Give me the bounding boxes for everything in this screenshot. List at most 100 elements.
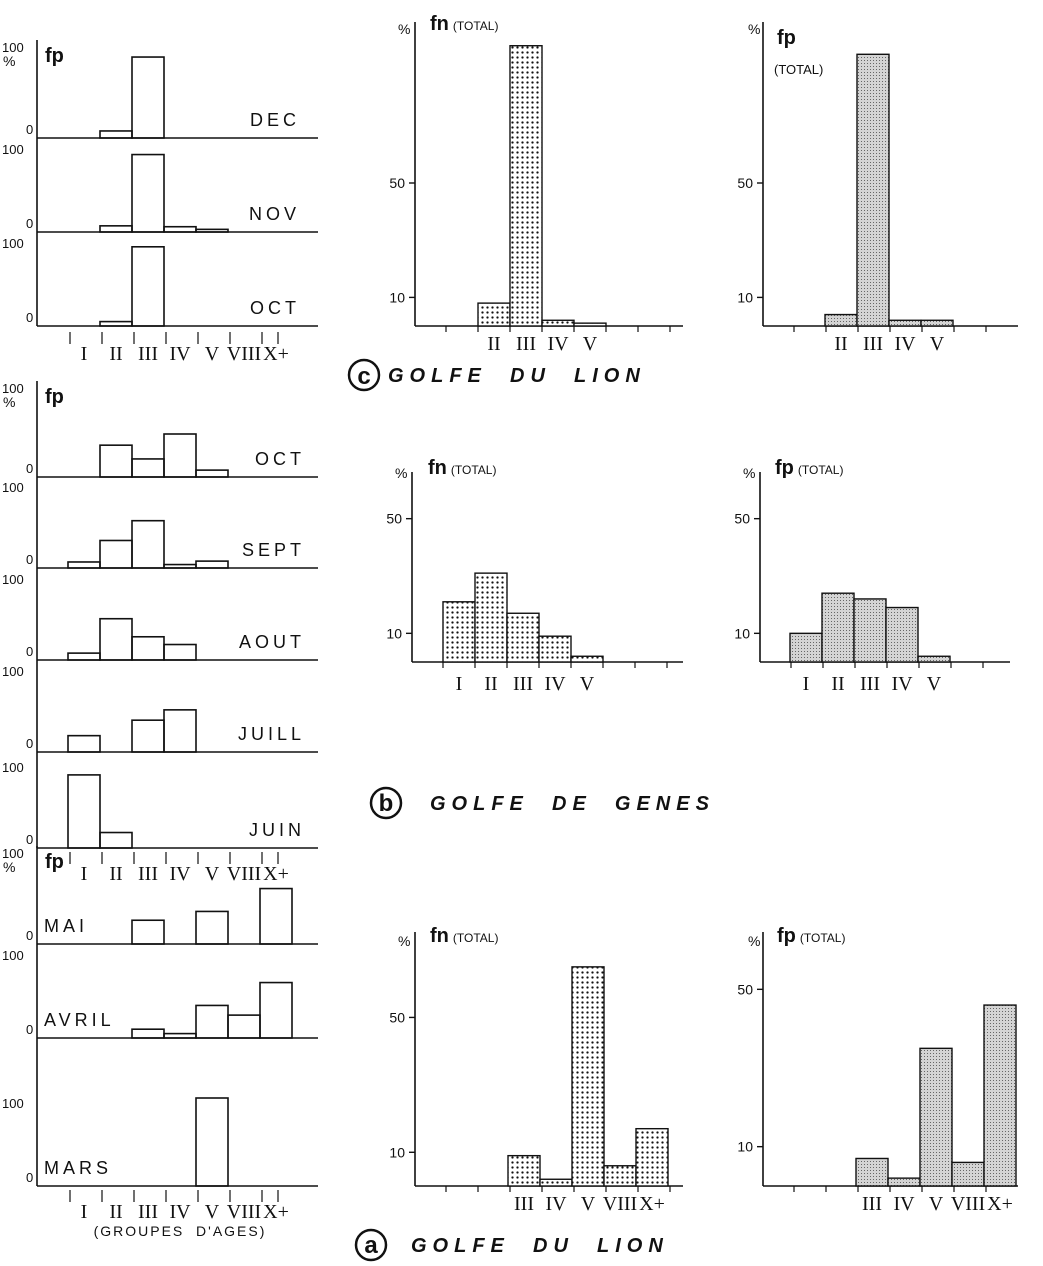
ytick-label-0: 0: [26, 461, 33, 476]
group-letter-circle-b: [369, 786, 403, 820]
x-tick-label-III: III: [138, 1201, 158, 1223]
y-unit-label: %: [748, 933, 760, 949]
x-tick-label-X+: X+: [263, 863, 289, 885]
bar-oct-II: [99, 320, 133, 327]
bar-sept-IV: [163, 563, 197, 569]
bar-sept-I: [67, 561, 101, 569]
x-tick-label-II: II: [831, 673, 844, 695]
bar-III: [509, 45, 543, 327]
month-panel-nov: 0 100 NOV: [2, 142, 318, 233]
month-panel-dec: 0 DEC: [26, 56, 318, 139]
x-tick-label-V: V: [930, 333, 945, 355]
x-tick-label-X+: X+: [263, 1201, 289, 1223]
x-tick-label-II: II: [834, 333, 847, 355]
y-unit-label: %: [3, 859, 15, 875]
x-tick-label-VIII: VIII: [227, 1201, 261, 1223]
x-tick-label-V: V: [929, 1193, 944, 1215]
ytick-label-0: 0: [26, 552, 33, 567]
y-label: fp: [45, 851, 64, 873]
bar-sept-III: [131, 519, 165, 569]
bar-III: [853, 598, 887, 663]
month-panel-juin: 0 100 JUIN: [2, 760, 318, 849]
bar-avril-III: [131, 1028, 165, 1039]
bar-III: [506, 612, 540, 663]
x-tick-label-II: II: [484, 673, 497, 695]
bar-sept-II: [99, 539, 133, 569]
y-unit-label: %: [395, 465, 407, 481]
x-tick-label-IV: IV: [547, 333, 569, 355]
y-unit-label: %: [398, 933, 410, 949]
bar-X+: [983, 1004, 1017, 1187]
ytick-label-0: 0: [26, 1022, 33, 1037]
y-label-suffix: (TOTAL): [774, 62, 823, 77]
bar-mai-III: [131, 919, 165, 945]
month-label-oct: OCT: [250, 298, 300, 318]
month-panel-sept: 0 100 SEPT: [2, 480, 318, 569]
ytick-label-10: 10: [737, 289, 753, 305]
bar-IV: [887, 1177, 921, 1187]
x-tick-label-I: I: [81, 1201, 88, 1223]
bar-IV: [539, 1178, 573, 1187]
x-tick-label-VIII: VIII: [227, 863, 261, 885]
bar-avril-V: [195, 1004, 229, 1039]
chart-a-monthly-6: 100% fpI II III IV V VIII X+0 MAI0100AVRIL0100MA…: [2, 846, 318, 1223]
x-tick-label-II: II: [109, 1201, 122, 1223]
ytick-label-100: 100: [2, 1096, 24, 1111]
x-tick-label-IV: IV: [544, 673, 566, 695]
bar-oct-V: [195, 469, 229, 478]
bar-dec-III: [131, 56, 165, 139]
x-tick-label-V: V: [581, 1193, 596, 1215]
y-label: fn (TOTAL): [430, 13, 498, 35]
bar-I: [442, 601, 476, 663]
bar-nov-V: [195, 228, 229, 233]
bar-IV: [885, 606, 919, 663]
group-title-text-b: GOLFE DE GENES: [430, 793, 715, 815]
ytick-label-10: 10: [389, 289, 405, 305]
bar-mai-V: [195, 910, 229, 945]
bar-aout-II: [99, 617, 133, 661]
bar-juill-IV: [163, 709, 197, 753]
ytick-label-100: 100: [2, 760, 24, 775]
ytick-label-50: 50: [389, 175, 405, 191]
x-tick-label-IV: IV: [891, 673, 913, 695]
bar-juill-I: [67, 734, 101, 753]
month-panel-oct: 0 OCT: [26, 433, 318, 478]
month-panel-oct: 0 100 OCT: [2, 236, 318, 327]
ytick-label-100: 100: [2, 236, 24, 251]
ytick-label-100: 100: [2, 572, 24, 587]
ytick-label-0: 0: [26, 928, 33, 943]
bar-X+: [635, 1127, 669, 1187]
ytick-label-0: 0: [26, 644, 33, 659]
bar-nov-IV: [163, 225, 197, 233]
bar-V: [917, 655, 951, 663]
x-tick-label-V: V: [927, 673, 942, 695]
bar-I: [789, 632, 823, 663]
ytick-label-10: 10: [734, 625, 750, 641]
x-tick-label-VIII: VIII: [951, 1193, 985, 1215]
x-tick-label-III: III: [138, 343, 158, 365]
bar-V: [920, 319, 954, 327]
y-label: fp (TOTAL): [775, 457, 843, 479]
bar-aout-IV: [163, 643, 197, 661]
x-tick-label-IV: IV: [169, 1201, 191, 1223]
bar-oct-III: [131, 458, 165, 478]
bar-juin-I: [67, 774, 101, 849]
x-tick-label-I: I: [803, 673, 810, 695]
bar-nov-III: [131, 153, 165, 233]
ytick-label-10: 10: [737, 1139, 753, 1155]
x-tick-label-X+: X+: [263, 343, 289, 365]
bar-aout-I: [67, 652, 101, 661]
bar-dec-II: [99, 130, 133, 139]
y-label: fp: [45, 386, 64, 408]
bar-sept-V: [195, 560, 229, 569]
x-tick-label-II: II: [109, 863, 122, 885]
y-label: fp: [777, 27, 796, 49]
ytick-label-0: 0: [26, 310, 33, 325]
ytick-label-100: 100: [2, 948, 24, 963]
ytick-label-100: 100: [2, 664, 24, 679]
x-tick-label-V: V: [580, 673, 595, 695]
x-tick-label-IV: IV: [169, 863, 191, 885]
bar-II: [824, 313, 858, 327]
